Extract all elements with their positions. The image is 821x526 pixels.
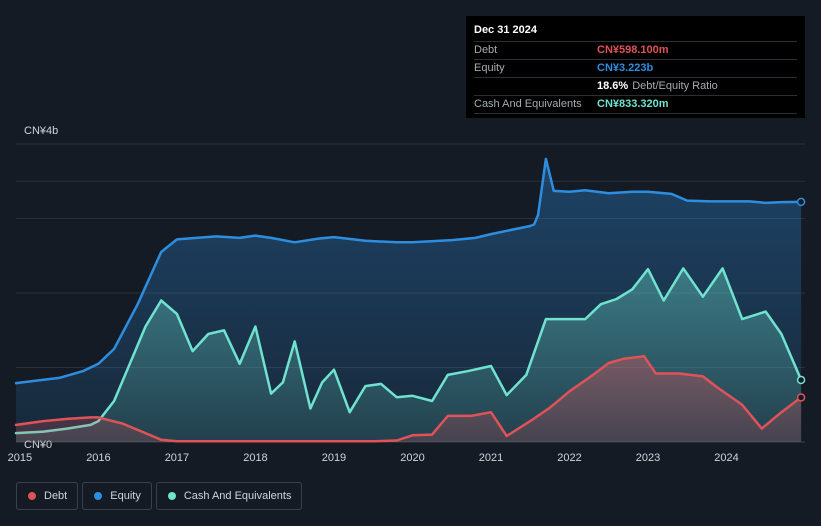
tooltip-ratio-value: 18.6% [597, 80, 629, 92]
legend-dot-cash [167, 492, 176, 500]
tooltip-equity-label: Equity [474, 62, 505, 74]
tooltip-row-cash: Cash And Equivalents CN¥833.320m [474, 95, 797, 114]
tooltip-ratio-spacer [474, 78, 597, 95]
x-tick-label: 2024 [714, 452, 738, 464]
debt-end-marker [796, 393, 806, 402]
legend-label-cash: Cash And Equivalents [183, 490, 292, 502]
tooltip-equity-value: CN¥3.223b [597, 62, 654, 74]
tooltip-row-ratio: 18.6% Debt/Equity Ratio [474, 77, 797, 95]
tooltip-debt-label: Debt [474, 44, 498, 56]
debt-area [16, 356, 802, 442]
x-tick-label: 2018 [243, 452, 267, 464]
legend-dot-debt [28, 492, 36, 500]
legend: Debt Equity Cash And Equivalents [16, 482, 306, 510]
legend-item-debt[interactable]: Debt [16, 482, 79, 510]
legend-item-cash[interactable]: Cash And Equivalents [155, 482, 303, 510]
x-tick-label: 2016 [86, 452, 110, 464]
tooltip-ratio-label: Debt/Equity Ratio [632, 80, 718, 92]
cash-end-marker [796, 375, 806, 385]
tooltip-cash-label: Cash And Equivalents [474, 98, 582, 110]
x-tick-label: 2023 [636, 452, 660, 464]
tooltip-cash-value: CN¥833.320m [597, 98, 669, 110]
tooltip-date: Dec 31 2024 [474, 24, 537, 36]
equity-end-marker [796, 197, 806, 207]
legend-item-equity[interactable]: Equity [82, 482, 152, 510]
tooltip-debt-value: CN¥598.100m [597, 44, 669, 56]
cash-line [14, 267, 803, 435]
x-tick-label: 2022 [557, 452, 581, 464]
y-tick-label: CN¥4b [24, 125, 58, 137]
tooltip-panel: Dec 31 2024 Debt CN¥598.100m Equity CN¥3… [466, 16, 805, 118]
tooltip-row-equity: Equity CN¥3.223b [474, 59, 797, 77]
debt-line [14, 355, 803, 443]
tooltip-row-debt: Debt CN¥598.100m [474, 41, 797, 59]
equity-line [14, 157, 803, 385]
legend-label-debt: Debt [44, 490, 68, 502]
x-tick-label: 2020 [400, 452, 424, 464]
x-tick-label: 2015 [8, 452, 32, 464]
legend-dot-equity [94, 492, 103, 500]
x-tick-label: 2019 [322, 452, 346, 464]
x-tick-label: 2017 [165, 452, 189, 464]
legend-label-equity: Equity [110, 490, 141, 502]
x-tick-label: 2021 [479, 452, 503, 464]
